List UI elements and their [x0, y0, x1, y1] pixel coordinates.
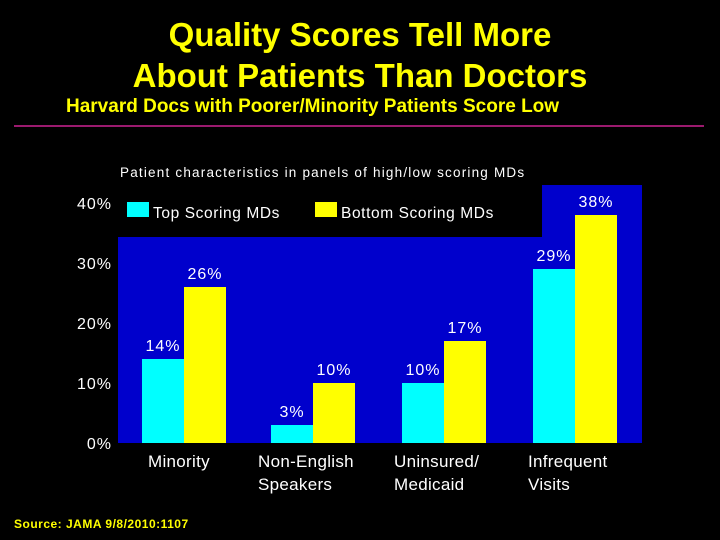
title-line-2: About Patients Than Doctors — [132, 57, 588, 94]
bar-value-label: 17% — [447, 320, 482, 337]
title-line-1: Quality Scores Tell More — [168, 16, 552, 53]
bar-value-label: 3% — [279, 404, 304, 421]
category-label: Non-English Speakers — [258, 452, 354, 494]
category-label: Infrequent Visits — [528, 452, 608, 494]
bar-value-label: 10% — [405, 362, 440, 379]
source-note: Source: JAMA 9/8/2010:1107 — [14, 517, 189, 531]
bar-top-3 — [533, 269, 575, 443]
bar-value-label: 38% — [578, 194, 613, 211]
y-tick-label: 30% — [77, 256, 112, 273]
bar-value-label: 14% — [145, 338, 180, 355]
bar-bottom-3 — [575, 215, 617, 443]
subtitle: Harvard Docs with Poorer/Minority Patien… — [66, 96, 560, 117]
legend-swatch-bottom — [315, 202, 337, 217]
y-tick-label: 20% — [77, 316, 112, 333]
y-tick-label: 0% — [87, 436, 112, 453]
legend-swatch-top — [127, 202, 149, 217]
bar-top-0 — [142, 359, 184, 443]
bar-value-label: 10% — [316, 362, 351, 379]
category-label: Minority — [148, 452, 210, 471]
divider — [14, 125, 704, 127]
category-label: Uninsured/Medicaid — [394, 452, 480, 494]
bar-top-1 — [271, 425, 313, 443]
bar-bottom-1 — [313, 383, 355, 443]
chart-title: Patient characteristics in panels of hig… — [120, 165, 525, 180]
bar-bottom-2 — [444, 341, 486, 443]
y-tick-label: 10% — [77, 376, 112, 393]
bar-top-2 — [402, 383, 444, 443]
legend-label-bottom: Bottom Scoring MDs — [341, 205, 494, 222]
legend-label-top: Top Scoring MDs — [153, 205, 280, 222]
bar-value-label: 29% — [536, 248, 571, 265]
bar-value-label: 26% — [187, 266, 222, 283]
y-tick-label: 40% — [77, 196, 112, 213]
bar-bottom-0 — [184, 287, 226, 443]
